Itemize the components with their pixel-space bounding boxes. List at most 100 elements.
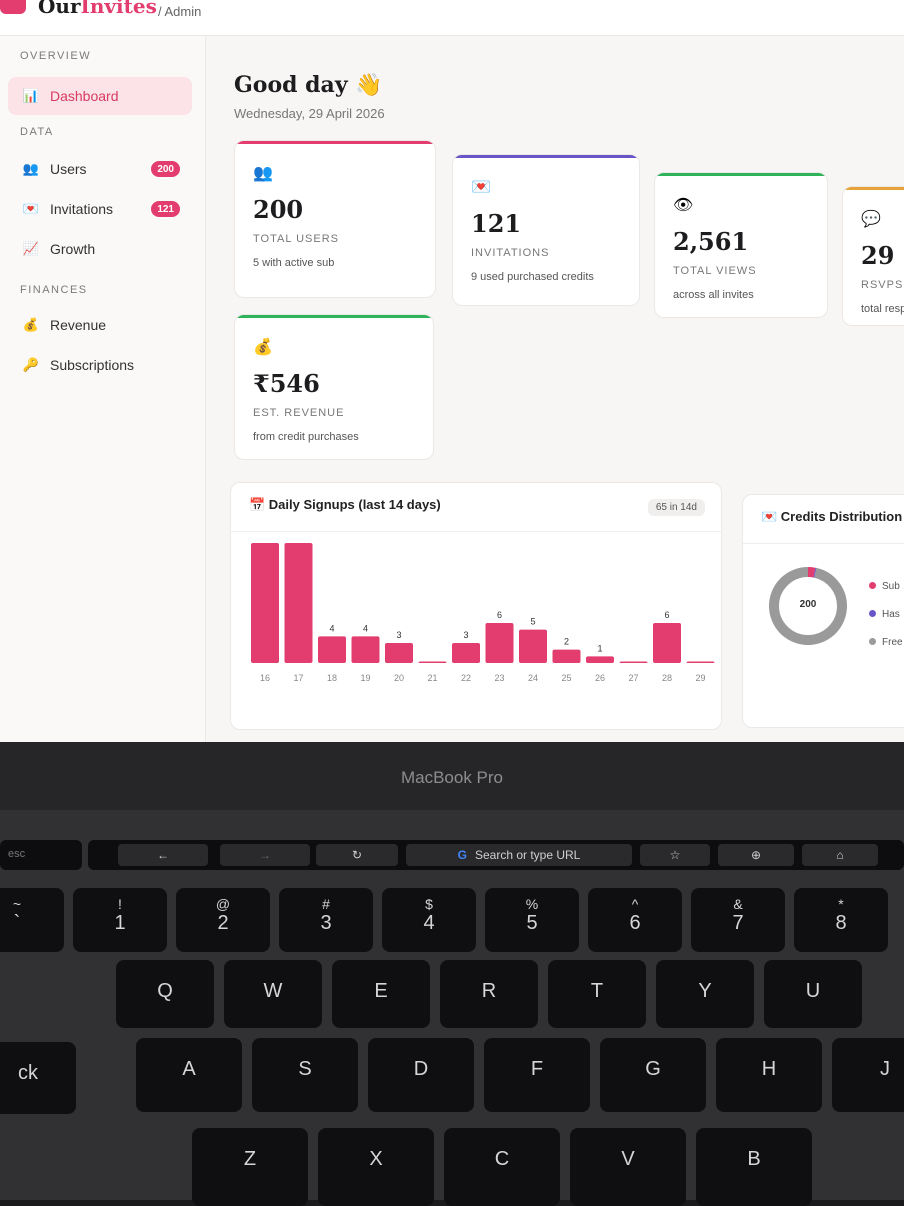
key-q[interactable]: Q [116, 960, 214, 1028]
key-7[interactable]: & 7 [691, 888, 785, 952]
sidebar-item-label: Revenue [50, 317, 107, 333]
x-tick-label: 26 [595, 673, 605, 683]
key-symbol: & [733, 896, 743, 912]
key-symbol: * [838, 896, 844, 912]
daily-signups-panel: 📅 Daily Signups (last 14 days) 65 in 14d… [230, 482, 722, 730]
key-label: A [182, 1058, 196, 1080]
chart-bar [485, 623, 514, 663]
key-label: 1 [114, 912, 126, 934]
touchbar-search-label: Search or type URL [474, 848, 581, 862]
touchbar-search[interactable]: G Search or type URL [406, 844, 632, 866]
main-content: Good day 👋 Wednesday, 29 April 2026 👥 20… [206, 36, 904, 742]
key-v[interactable]: V [570, 1128, 686, 1206]
key-w[interactable]: W [224, 960, 322, 1028]
key-label: 4 [423, 912, 435, 934]
x-tick-label: 24 [528, 673, 538, 683]
stat-subtext: from credit purchases [253, 431, 359, 443]
key-label: 7 [732, 912, 744, 934]
x-tick-label: 18 [327, 673, 337, 683]
key-5[interactable]: % 5 [485, 888, 579, 952]
signups-total-badge: 65 in 14d [647, 499, 705, 516]
key-x[interactable]: X [318, 1128, 434, 1206]
key-d[interactable]: D [368, 1038, 474, 1112]
key-8[interactable]: * 8 [794, 888, 888, 952]
chart-bar [619, 661, 648, 663]
key-z[interactable]: Z [192, 1128, 308, 1206]
card-accent-bar [655, 173, 827, 176]
x-tick-label: 29 [695, 673, 705, 683]
brand-suffix: Invites [80, 0, 157, 18]
stat-card-views[interactable]: 👁 2,561 TOTAL VIEWS across all invites [654, 172, 828, 318]
stat-card-invitations[interactable]: 💌 121 INVITATIONS 9 used purchased credi… [452, 154, 640, 306]
stat-card-revenue[interactable]: 💰 ₹546 EST. REVENUE from credit purchase… [234, 314, 434, 460]
key-e[interactable]: E [332, 960, 430, 1028]
chart-bar [686, 661, 715, 663]
back-arrow-icon[interactable]: ← [118, 844, 208, 866]
legend-label: Has [882, 609, 900, 620]
x-tick-label: 20 [394, 673, 404, 683]
key-g[interactable]: G [600, 1038, 706, 1112]
stat-card-users[interactable]: 👥 200 TOTAL USERS 5 with active sub [234, 140, 436, 298]
key-c[interactable]: C [444, 1128, 560, 1206]
stat-card-rsvps[interactable]: 💬 29 RSVPS total respo [842, 186, 904, 326]
key-caps-lock[interactable]: ck [0, 1042, 76, 1114]
bar-data-label: 4 [363, 623, 368, 633]
sidebar-item-dashboard[interactable]: 📊 Dashboard [8, 77, 192, 115]
legend-dot [869, 582, 876, 589]
star-icon[interactable]: ☆ [640, 844, 710, 866]
sidebar-item-growth[interactable]: 📈 Growth [8, 230, 192, 268]
add-icon[interactable]: ⊕ [718, 844, 794, 866]
key-label: F [530, 1058, 544, 1080]
speech-bubble-icon: 💬 [861, 211, 881, 228]
stat-label: RSVPS [861, 279, 904, 291]
section-data: DATA [20, 126, 54, 138]
key-t[interactable]: T [548, 960, 646, 1028]
key-u[interactable]: U [764, 960, 862, 1028]
card-accent-bar [843, 187, 904, 190]
key-j[interactable]: J [832, 1038, 904, 1112]
key-symbol: ^ [631, 896, 639, 912]
key-r[interactable]: R [440, 960, 538, 1028]
key-`[interactable]: ~ ` [0, 888, 64, 952]
bar-data-label: 5 [530, 617, 535, 627]
chart-bar [351, 636, 380, 663]
google-icon: G [457, 848, 467, 862]
stat-label: TOTAL USERS [253, 233, 339, 245]
stat-label: TOTAL VIEWS [673, 265, 757, 277]
key-label: 6 [629, 912, 641, 934]
key-s[interactable]: S [252, 1038, 358, 1112]
chart-bar [653, 623, 681, 663]
brand-logo[interactable]: OurInvites [38, 0, 157, 18]
key-h[interactable]: H [716, 1038, 822, 1112]
key-3[interactable]: #3 [279, 888, 373, 952]
section-overview: OVERVIEW [20, 50, 92, 62]
key-4[interactable]: $4 [382, 888, 476, 952]
laptop-bezel: MacBook Pro [0, 742, 904, 810]
sidebar-item-users[interactable]: 👥 Users 200 [8, 150, 192, 188]
key-1[interactable]: ! 1 [73, 888, 167, 952]
x-tick-label: 17 [293, 673, 303, 683]
esc-key[interactable]: esc [0, 840, 82, 870]
key-6[interactable]: ^ 6 [588, 888, 682, 952]
key-2[interactable]: @2 [176, 888, 270, 952]
sidebar-item-subscriptions[interactable]: 🔑 Subscriptions [8, 346, 192, 384]
forward-arrow-icon[interactable]: → [220, 844, 310, 866]
key-y[interactable]: Y [656, 960, 754, 1028]
x-tick-label: 25 [561, 673, 571, 683]
chart-bar [586, 656, 614, 663]
key-label: X [369, 1148, 383, 1170]
key-label: 8 [835, 912, 847, 934]
bar-data-label: 6 [664, 610, 669, 620]
key-a[interactable]: A [136, 1038, 242, 1112]
reload-icon[interactable]: ↻ [316, 844, 398, 866]
tabs-icon[interactable]: ⌂ [802, 844, 878, 866]
key-f[interactable]: F [484, 1038, 590, 1112]
stat-value: 29 [861, 241, 895, 270]
users-count-badge: 200 [151, 161, 180, 177]
key-b[interactable]: B [696, 1128, 812, 1206]
trend-chart-icon: 📈 [22, 241, 40, 256]
x-tick-label: 19 [360, 673, 370, 683]
sidebar-item-invitations[interactable]: 💌 Invitations 121 [8, 190, 192, 228]
sidebar-item-revenue[interactable]: 💰 Revenue [8, 306, 192, 344]
current-date: Wednesday, 29 April 2026 [234, 106, 385, 121]
